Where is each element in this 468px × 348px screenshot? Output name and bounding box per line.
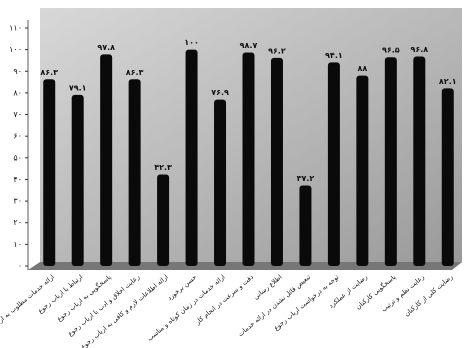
bar — [185, 49, 198, 266]
value-label: ۴۲.۳ — [154, 163, 172, 172]
y-tick-label: ۶۰ — [13, 132, 22, 141]
value-label: ۸۸ — [357, 64, 367, 73]
value-label: ۸۶.۳ — [126, 68, 144, 77]
y-tick-label: ۸۰ — [13, 88, 22, 97]
y-tick-label: ۵۰ — [13, 153, 22, 162]
bar — [413, 56, 426, 267]
value-label: ۷۹.۱ — [69, 83, 87, 92]
value-label: ۹۴.۱ — [325, 51, 343, 60]
value-label: ۷۶.۹ — [211, 88, 229, 97]
bar — [100, 54, 113, 266]
y-tick-label: ۲۰ — [13, 218, 22, 227]
y-tick-label: ۱۰ — [13, 240, 22, 249]
y-tick-label: ۴۰ — [13, 175, 22, 184]
x-tick-label: رضایت کلی از کارکنان — [403, 273, 455, 318]
value-label: ۱۰۰ — [184, 38, 199, 47]
bar — [43, 79, 56, 266]
bar — [270, 57, 283, 266]
y-tick-label: ۰ — [18, 262, 22, 271]
bar — [441, 88, 454, 267]
y-tick-label: ۱۱۰ — [9, 24, 22, 33]
y-tick-label: ۹۰ — [13, 67, 22, 76]
value-label: ۸۶.۳ — [40, 68, 58, 77]
y-tick-label: ۱۰۰ — [9, 45, 22, 54]
value-label: ۹۷.۸ — [97, 43, 115, 52]
value-label: ۹۶.۲ — [268, 46, 286, 55]
bar — [327, 62, 340, 266]
value-label: ۹۶.۸ — [410, 45, 428, 54]
bar — [384, 57, 397, 266]
bar — [242, 52, 255, 266]
value-label: ۳۷.۲ — [297, 174, 315, 183]
bar — [214, 99, 227, 266]
bar — [71, 94, 84, 267]
y-tick-label: ۳۰ — [13, 197, 22, 206]
bar — [128, 79, 141, 266]
value-label: ۹۶.۵ — [382, 46, 400, 55]
bar — [356, 75, 369, 266]
bar — [157, 174, 170, 266]
value-label: ۸۲.۱ — [439, 77, 457, 86]
value-label: ۹۸.۷ — [240, 41, 258, 50]
bar — [299, 185, 312, 266]
y-tick-label: ۷۰ — [13, 110, 22, 119]
